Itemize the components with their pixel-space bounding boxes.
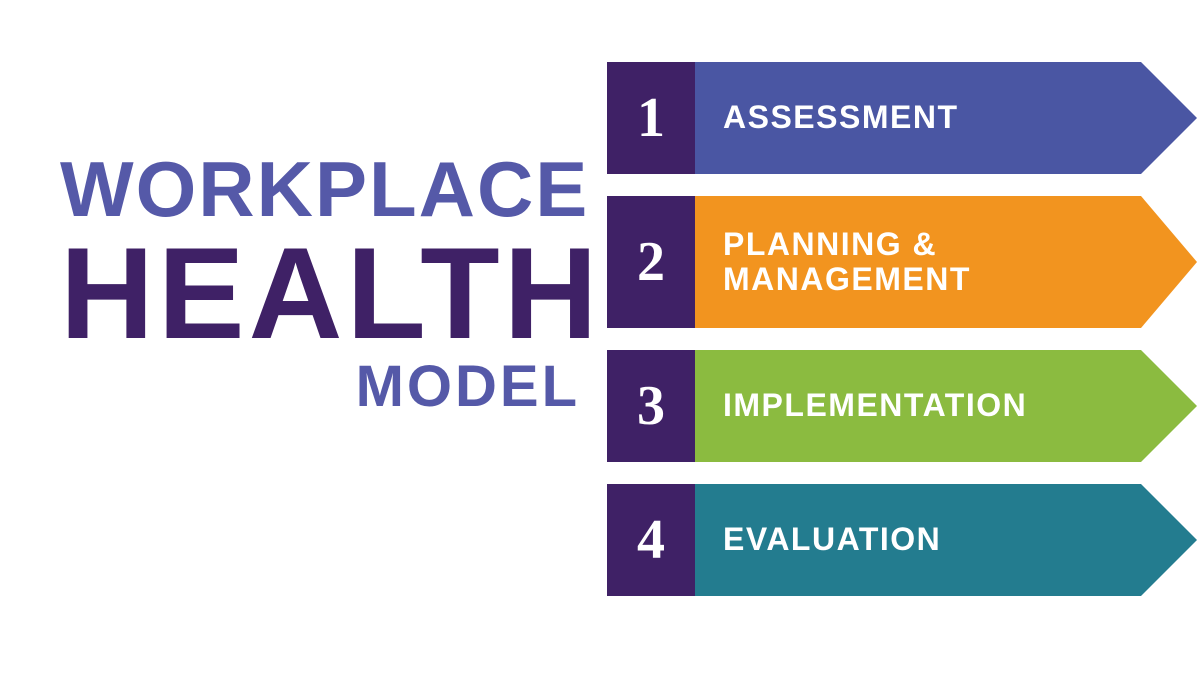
steps-list: 1 ASSESSMENT 2 PLANNING &MANAGEMENT 3 IM… — [607, 62, 1197, 618]
step-2-body: PLANNING &MANAGEMENT — [695, 196, 1141, 328]
step-4-label: EVALUATION — [723, 522, 941, 557]
step-1-arrow-icon — [1141, 62, 1197, 174]
step-2-number: 2 — [637, 230, 665, 294]
step-3-label: IMPLEMENTATION — [723, 388, 1027, 423]
step-2-arrow-icon — [1141, 196, 1197, 328]
step-3-number-box: 3 — [607, 350, 695, 462]
title-line-2: HEALTH — [60, 228, 580, 358]
step-3: 3 IMPLEMENTATION — [607, 350, 1197, 462]
step-4-number: 4 — [637, 508, 665, 572]
step-1-label: ASSESSMENT — [723, 100, 958, 135]
step-2-number-box: 2 — [607, 196, 695, 328]
title-block: WORKPLACE HEALTH MODEL — [60, 150, 580, 416]
step-2: 2 PLANNING &MANAGEMENT — [607, 196, 1197, 328]
step-3-body: IMPLEMENTATION — [695, 350, 1141, 462]
step-1: 1 ASSESSMENT — [607, 62, 1197, 174]
title-line-3: MODEL — [60, 358, 580, 416]
step-1-body: ASSESSMENT — [695, 62, 1141, 174]
step-3-number: 3 — [637, 374, 665, 438]
step-4-body: EVALUATION — [695, 484, 1141, 596]
step-1-number-box: 1 — [607, 62, 695, 174]
step-4: 4 EVALUATION — [607, 484, 1197, 596]
step-4-number-box: 4 — [607, 484, 695, 596]
infographic-canvas: WORKPLACE HEALTH MODEL 1 ASSESSMENT 2 PL… — [0, 0, 1200, 675]
step-3-arrow-icon — [1141, 350, 1197, 462]
step-4-arrow-icon — [1141, 484, 1197, 596]
step-2-label: PLANNING &MANAGEMENT — [723, 227, 971, 297]
title-line-1: WORKPLACE — [60, 150, 580, 228]
step-1-number: 1 — [637, 86, 665, 150]
